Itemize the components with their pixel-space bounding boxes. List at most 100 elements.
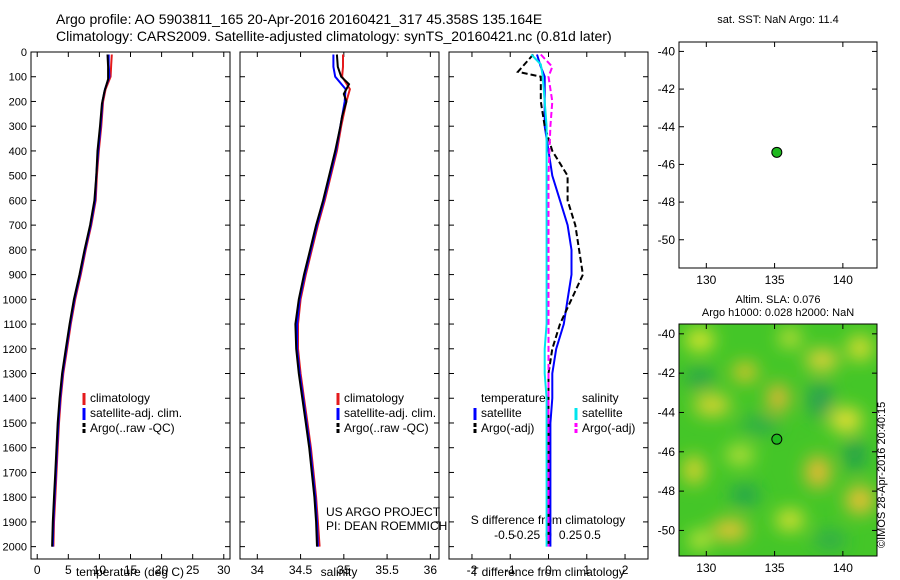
x-tick-label: 34.5 — [289, 563, 313, 577]
map-y-tick-label: -48 — [658, 195, 676, 209]
s-difference-tick-label: 0.5 — [584, 528, 601, 542]
depth-tick-label: 1100 — [3, 319, 27, 331]
sla-heatmap-blob — [768, 384, 788, 412]
sla-heatmap-blob — [814, 532, 846, 548]
depth-tick-label: 1700 — [3, 467, 27, 479]
x-tick-label: 30 — [217, 563, 231, 577]
s-difference-tick-label: 0.25 — [559, 528, 583, 542]
depth-tick-label: 1800 — [3, 492, 27, 504]
legend-label-temperature-satellite: satellite — [481, 406, 522, 420]
legend-label-satellite: satellite-adj. clim. — [90, 406, 182, 420]
series-line-satellite-adj-clim- — [296, 54, 347, 547]
difference-legend-salinity: salinity satellite Argo(-adj) — [574, 391, 635, 435]
sla-heatmap-blob — [806, 350, 838, 370]
x-tick-label: 2 — [622, 563, 629, 577]
series-line-salinity-satellite — [530, 53, 548, 547]
x-tick-label: 25 — [186, 563, 200, 577]
sla-heatmap-blob — [808, 382, 832, 418]
depth-tick-label: 1200 — [3, 344, 27, 356]
depth-tick-label: 1000 — [3, 294, 27, 306]
chart-marks: 0100200300400500600700800900100011001200… — [3, 42, 877, 577]
x-tick-label: 35 — [337, 563, 351, 577]
legend-label-temperature-argo: Argo(-adj) — [481, 421, 534, 435]
x-tick-label: 1 — [583, 563, 590, 577]
sla-heatmap-field — [679, 324, 877, 556]
sla-heatmap-blob — [731, 485, 759, 505]
temperature-legend: climatology satellite-adj. clim. Argo(..… — [82, 391, 182, 435]
map-x-tick-label: 130 — [696, 273, 716, 287]
depth-tick-label: 400 — [9, 146, 27, 158]
series-line-climatology — [297, 54, 351, 547]
sst-map-title: sat. SST: NaN Argo: 11.4 — [717, 14, 838, 26]
legend-label-climatology: climatology — [344, 391, 404, 405]
map-x-tick-label: 130 — [696, 561, 716, 575]
map-y-tick-label: -46 — [658, 445, 676, 459]
map-y-tick-label: -42 — [658, 82, 676, 96]
sla-heatmap-blob — [806, 456, 830, 488]
depth-tick-label: 0 — [21, 47, 27, 59]
sla-heatmap-blob — [712, 520, 748, 540]
salinity-panel-frame — [239, 51, 440, 560]
depth-tick-label: 800 — [9, 245, 27, 257]
map-y-tick-label: -44 — [658, 120, 676, 134]
legend-label-argo: Argo(..raw -QC) — [344, 421, 429, 435]
sla-heatmap-blob — [726, 446, 754, 464]
series-line-argo-raw-qc- — [294, 54, 351, 547]
x-tick-label: 34 — [251, 563, 265, 577]
temperature-panel-frame — [30, 51, 231, 560]
series-line-temperature-satellite — [536, 54, 573, 547]
sla-heatmap-blob — [686, 368, 714, 388]
x-tick-label: 36 — [424, 563, 438, 577]
s-difference-tick-label: -0.25 — [513, 528, 541, 542]
map-x-tick-label: 135 — [765, 273, 785, 287]
credit-line-1: US ARGO PROJECT — [326, 505, 441, 519]
depth-tick-label: 1600 — [3, 443, 27, 455]
depth-tick-label: 200 — [9, 96, 27, 108]
map-x-tick-label: 140 — [833, 561, 853, 575]
sla-heatmap-blob — [848, 336, 872, 360]
sla-heatmap-blob — [845, 439, 865, 471]
x-tick-label: 0 — [545, 563, 552, 577]
depth-tick-label: 1500 — [3, 418, 27, 430]
depth-tick-label: 1900 — [3, 517, 27, 529]
series-line-argo-raw-qc- — [51, 54, 110, 547]
x-tick-label: 5 — [65, 563, 72, 577]
sla-map-title-line-2: Argo h1000: 0.028 h2000: NaN — [702, 307, 854, 319]
sla-heatmap-blob — [780, 330, 800, 346]
depth-tick-label: 100 — [9, 72, 27, 84]
figure-title-line-2: Climatology: CARS2009. Satellite-adjuste… — [56, 28, 612, 44]
s-difference-tick-label: -0.5 — [494, 528, 515, 542]
legend-title-temperature: temperature — [481, 391, 546, 405]
sla-heatmap-blobs — [684, 330, 874, 548]
depth-tick-label: 1300 — [3, 369, 27, 381]
x-tick-label: -2 — [467, 563, 478, 577]
map-x-tick-label: 135 — [765, 561, 785, 575]
sla-heatmap-blob — [830, 408, 862, 432]
argo-float-marker-sla — [771, 433, 783, 445]
map-y-tick-label: -42 — [658, 366, 676, 380]
legend-label-climatology: climatology — [90, 391, 150, 405]
imos-timestamp: ©IMOS 28-Apr-2016 20:40:15 — [876, 401, 888, 548]
credit-line-2: PI: DEAN ROEMMICH — [326, 519, 447, 533]
sla-heatmap-blob — [686, 330, 714, 350]
legend-title-salinity: salinity — [582, 391, 619, 405]
sst-map-frame — [678, 41, 878, 269]
series-line-salinity-argo-adj- — [540, 53, 554, 547]
series-line-satellite-adj-clim- — [51, 54, 111, 547]
depth-tick-label: 1400 — [3, 393, 27, 405]
x-tick-label: 10 — [93, 563, 107, 577]
t-difference-axis-label: T difference from climatology — [471, 565, 625, 579]
sla-heatmap-blob — [694, 395, 730, 415]
sla-heatmap-blob — [733, 363, 757, 381]
map-y-tick-label: -50 — [658, 523, 676, 537]
salinity-legend: climatology satellite-adj. clim. Argo(..… — [336, 391, 436, 435]
map-y-tick-label: -40 — [658, 44, 676, 58]
legend-label-salinity-argo: Argo(-adj) — [582, 421, 635, 435]
x-tick-label: 35.5 — [375, 563, 399, 577]
legend-label-salinity-satellite: satellite — [582, 406, 623, 420]
legend-label-argo: Argo(..raw -QC) — [90, 421, 175, 435]
sla-map-title-line-1: Altim. SLA: 0.076 — [736, 294, 821, 306]
sla-heatmap-blob — [776, 510, 804, 530]
sla-heatmap-blob — [690, 532, 710, 548]
